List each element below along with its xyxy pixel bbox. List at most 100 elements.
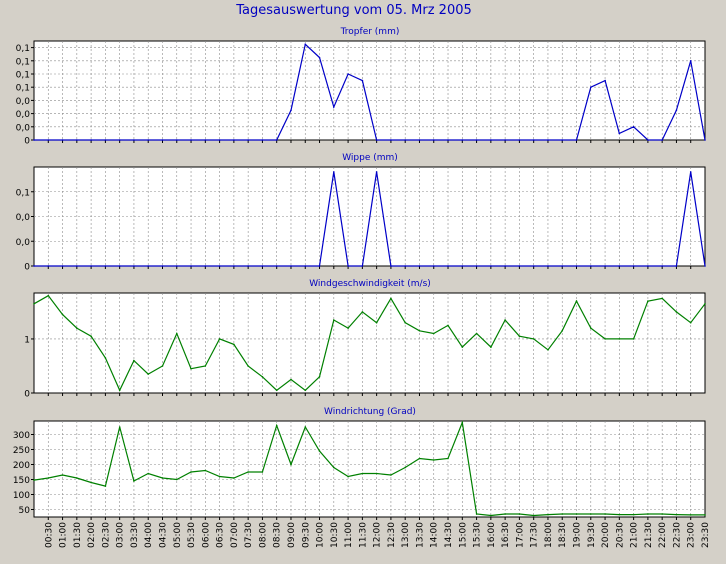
y-tick-label: 0,1: [16, 44, 30, 54]
x-tick-label: 01:30: [73, 522, 83, 548]
data-point: [333, 171, 335, 173]
plot-area: [33, 292, 706, 394]
data-point: [104, 357, 107, 359]
data-point: [390, 139, 392, 141]
data-point: [176, 478, 178, 481]
data-point: [76, 265, 78, 267]
data-point: [475, 265, 478, 267]
y-tick-label: 0,0: [16, 123, 31, 133]
data-point: [547, 513, 549, 516]
data-point: [247, 365, 249, 367]
x-tick-label: 11:30: [358, 522, 368, 548]
x-tick-label: 22:30: [672, 522, 682, 548]
x-tick-label: 05:30: [187, 522, 197, 548]
data-point: [190, 265, 192, 267]
x-tick-label: 16:00: [487, 522, 497, 548]
x-tick-label: 18:30: [558, 522, 568, 548]
data-point: [304, 265, 307, 267]
data-point: [261, 139, 264, 141]
data-point: [361, 311, 364, 313]
data-point: [261, 265, 264, 267]
data-point: [689, 321, 692, 324]
data-point: [76, 327, 78, 329]
panel-title: Windgeschwindigkeit (m/s): [309, 279, 431, 289]
data-point: [361, 472, 364, 475]
data-point: [247, 471, 249, 473]
plot-area: [33, 420, 706, 518]
chart-panel-1: Tropfer (mm) 0 0,0 0,0 0,0 0,1 0,1 0,1 0,1: [16, 27, 706, 147]
data-point: [461, 346, 464, 348]
data-point: [618, 338, 621, 340]
y-tick-label: 0,0: [16, 213, 31, 223]
data-point: [675, 513, 678, 516]
data-point: [147, 373, 149, 375]
data-point: [61, 265, 64, 267]
data-point: [275, 265, 278, 267]
data-point: [632, 126, 635, 128]
data-point: [618, 132, 621, 135]
data-point: [532, 514, 535, 517]
data-point: [704, 303, 706, 305]
data-point: [318, 450, 321, 452]
data-point: [504, 513, 506, 515]
data-point: [418, 457, 421, 460]
x-tick-label: 18:00: [544, 522, 554, 548]
data-point: [290, 109, 292, 112]
data-point: [518, 139, 521, 141]
data-point: [233, 343, 235, 346]
x-tick-label: 13:00: [401, 522, 411, 548]
data-point: [361, 79, 364, 82]
data-point: [90, 139, 92, 141]
data-point: [204, 469, 207, 472]
data-point: [176, 332, 178, 335]
chart-panels: Tropfer (mm)00,00,00,00,10,10,10,1Wippe …: [13, 27, 711, 548]
data-point: [518, 265, 521, 267]
data-point: [432, 265, 435, 267]
series-line: [34, 171, 706, 267]
data-point: [689, 60, 692, 62]
data-point: [133, 480, 135, 482]
y-tick-label: 100: [13, 491, 30, 501]
data-point: [47, 139, 50, 141]
data-point: [632, 265, 635, 267]
data-point: [432, 332, 435, 335]
x-tick-label: 20:30: [615, 522, 625, 548]
data-point: [618, 513, 621, 516]
data-point: [689, 171, 692, 173]
x-tick-label: 07:00: [230, 522, 240, 548]
data-point: [318, 376, 321, 378]
y-tick-label: 150: [13, 476, 30, 486]
x-tick-label: 17:00: [515, 522, 525, 548]
data-point: [190, 367, 192, 370]
data-point: [47, 294, 50, 297]
data-point: [504, 265, 506, 267]
data-point: [233, 139, 235, 141]
data-point: [404, 265, 407, 267]
data-point: [561, 513, 563, 515]
data-point: [475, 139, 478, 141]
x-tick-label: 23:00: [687, 522, 697, 548]
x-tick-label: 14:30: [444, 522, 454, 548]
data-point: [304, 43, 307, 46]
x-tick-label: 21:00: [630, 522, 640, 548]
x-tick-label: 19:30: [587, 522, 597, 548]
data-point: [561, 139, 563, 141]
data-point: [176, 265, 178, 267]
data-point: [461, 421, 464, 424]
data-point: [604, 338, 606, 340]
figure-title: Tagesauswertung vom 05. Mrz 2005: [235, 3, 472, 18]
series-line: [34, 43, 706, 141]
data-point: [447, 139, 449, 141]
y-tick-label: 0,0: [16, 110, 31, 120]
x-tick-label: 17:30: [530, 522, 540, 548]
x-tick-label: 05:00: [173, 522, 183, 548]
data-point: [290, 378, 292, 381]
data-point: [404, 139, 407, 141]
data-point: [432, 139, 435, 141]
y-tick-label: 0: [24, 263, 30, 273]
panel-title: Tropfer (mm): [340, 27, 400, 37]
data-point: [590, 327, 592, 329]
data-point: [118, 265, 121, 267]
data-point: [632, 338, 635, 340]
y-tick-label: 0,1: [16, 57, 30, 67]
